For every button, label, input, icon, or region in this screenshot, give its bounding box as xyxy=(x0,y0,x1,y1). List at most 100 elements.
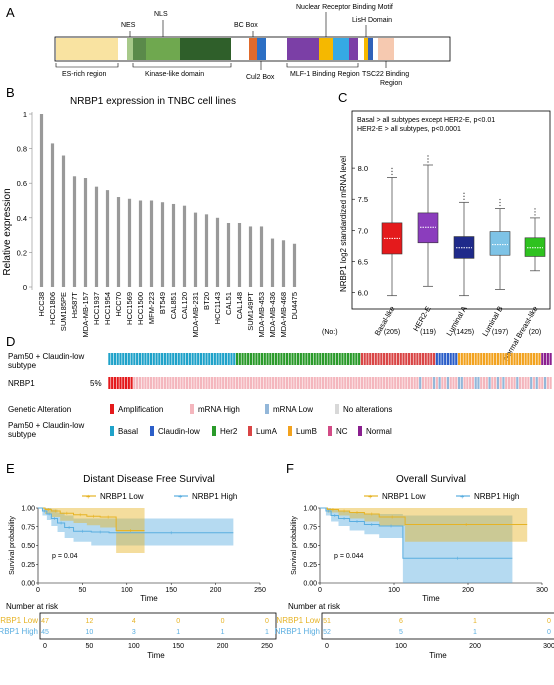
nrbp1-track-cell xyxy=(532,377,536,389)
panel-b-xtick-label: SUM149PT xyxy=(246,292,255,331)
km-xtick-label: 100 xyxy=(121,587,133,594)
nrbp1-track-cell xyxy=(455,377,458,389)
nrbp1-track-cell xyxy=(122,377,125,389)
risk-count: 1 xyxy=(176,629,180,636)
panel-b-xtick-label: SUM185PE xyxy=(59,292,68,331)
subtype-track-cell xyxy=(169,353,172,365)
subtype-track-cell xyxy=(127,353,130,365)
subtype-track-cell xyxy=(360,353,363,365)
lish-label: LisH Domain xyxy=(352,17,392,24)
risk-count: 0 xyxy=(221,618,225,625)
risk-count: 0 xyxy=(176,618,180,625)
subtype-track-cell xyxy=(446,353,450,365)
risk-table-title: Number at risk xyxy=(6,602,59,611)
subtype-legend-label: LumB xyxy=(296,427,317,436)
panel-b-xtick-label: MFM-223 xyxy=(147,292,156,324)
km-xtick-label: 300 xyxy=(536,587,548,594)
km-xlabel: Time xyxy=(140,594,158,603)
panel-c-count: (197) xyxy=(492,329,508,336)
subtype-track-cell xyxy=(191,353,194,365)
nrbp1-track-cell xyxy=(130,377,133,389)
subtype-track-cell xyxy=(455,353,458,365)
panel-c-box xyxy=(524,237,546,257)
panel-d-percent: 5% xyxy=(90,379,102,388)
subtype-track-cell xyxy=(438,353,441,365)
subtype-track-cell xyxy=(482,353,486,365)
nrbp1-track-cell xyxy=(141,377,144,389)
panel-f-letter: F xyxy=(286,461,294,476)
nrbp1-track-cell xyxy=(222,377,225,389)
subtype-track-cell xyxy=(341,353,344,365)
km-title: Distant Disease Free Survival xyxy=(83,474,215,485)
subtype-track-cell xyxy=(216,353,219,365)
subtype-track-cell xyxy=(205,353,208,365)
subtype-track-cell xyxy=(313,353,316,365)
subtype-track-cell xyxy=(238,353,241,365)
panel-c-count: (20) xyxy=(529,329,541,336)
nrbp1-track-cell xyxy=(166,377,169,389)
nrbp1-track-cell xyxy=(333,377,336,389)
panel-c-outlier xyxy=(499,201,501,204)
nrbp1-track-cell xyxy=(496,377,499,389)
nrbp1-track-cell xyxy=(505,377,508,389)
nrbp1-track-cell xyxy=(480,377,483,389)
km-legend-plus: + xyxy=(86,492,91,501)
subtype-track-cell xyxy=(316,353,319,365)
subtype-track-cell xyxy=(263,353,266,365)
subtype-track-cell xyxy=(280,353,283,365)
nrbp1-track-cell xyxy=(416,377,419,389)
nrbp1-track-cell xyxy=(119,377,122,389)
subtype-swatch xyxy=(288,426,292,436)
nrbp1-track-cell xyxy=(474,377,477,389)
nr-motif-label: Nuclear Receptor Binding Motif xyxy=(296,4,393,11)
nrbp1-track-cell xyxy=(441,377,444,389)
nrbp1-track-cell xyxy=(174,377,178,389)
subtype-track-cell xyxy=(377,353,380,365)
subtype-track-cell xyxy=(302,353,305,365)
panel-c-yticks: 6.0 6.5 7.0 7.5 8.0 xyxy=(352,164,368,298)
nrbp1-track-cell xyxy=(430,377,433,389)
subtype-track-cell xyxy=(297,353,300,365)
subtype-track-cell xyxy=(435,353,438,365)
panel-b-xtick-label: HCC1806 xyxy=(48,292,57,325)
km-legend-label: NRBP1 Low xyxy=(100,492,144,501)
subtype-track-cell xyxy=(319,353,322,365)
panel-d: D Pam50 + Claudin-low subtype NRBP1 5% G… xyxy=(6,334,552,439)
mlf1-label: MLF-1 Binding Region xyxy=(290,71,360,78)
panel-c-annotation-1: Basal > all subtypes except HER2-E, p<0.… xyxy=(357,117,495,124)
subtype-track-cell xyxy=(321,353,325,365)
nrbp1-track-cell xyxy=(305,377,308,389)
risk-xtick-label: 0 xyxy=(43,643,47,650)
alteration-swatch xyxy=(190,404,194,414)
panel-b-bar xyxy=(160,202,165,287)
nrbp1-track-cell xyxy=(144,377,147,389)
panel-c-ytick-label: 6.5 xyxy=(358,257,368,266)
subtype-track-cell xyxy=(480,353,483,365)
km-xtick-label: 250 xyxy=(254,587,266,594)
subtype-track-cell xyxy=(494,353,497,365)
nrbp1-track-cell xyxy=(299,377,302,389)
nrbp1-track-cell xyxy=(288,377,291,389)
km-ylabel: Survival probability xyxy=(9,516,16,575)
subtype-track-cell xyxy=(371,353,375,365)
subtype-track-cell xyxy=(380,353,383,365)
panel-c-outlier xyxy=(427,158,429,160)
panel-c-ytick-label: 7.0 xyxy=(358,226,368,235)
panel-b-ylabel: Relative expression xyxy=(2,188,13,275)
nrbp1-track-cell xyxy=(149,377,153,389)
subtype-track-cell xyxy=(222,353,225,365)
risk-xtick-label: 200 xyxy=(217,643,229,650)
km-legend-plus: + xyxy=(368,492,373,501)
subtype-track-cell xyxy=(269,353,272,365)
nrbp1-track-cell xyxy=(488,377,491,389)
nrbp1-track-cell xyxy=(313,377,316,389)
nrbp1-track-cell xyxy=(446,377,450,389)
km-title: Overall Survival xyxy=(396,474,466,485)
panel-b-ytick-label: 1 xyxy=(23,110,27,119)
panel-b-bar xyxy=(83,178,88,287)
nrbp1-track-cell xyxy=(527,377,530,389)
risk-row-label: NRBP1 Low xyxy=(276,616,320,625)
nrbp1-track-cell xyxy=(457,377,461,389)
nrbp1-track-cell xyxy=(335,377,339,389)
risk-xtick-label: 0 xyxy=(325,643,329,650)
